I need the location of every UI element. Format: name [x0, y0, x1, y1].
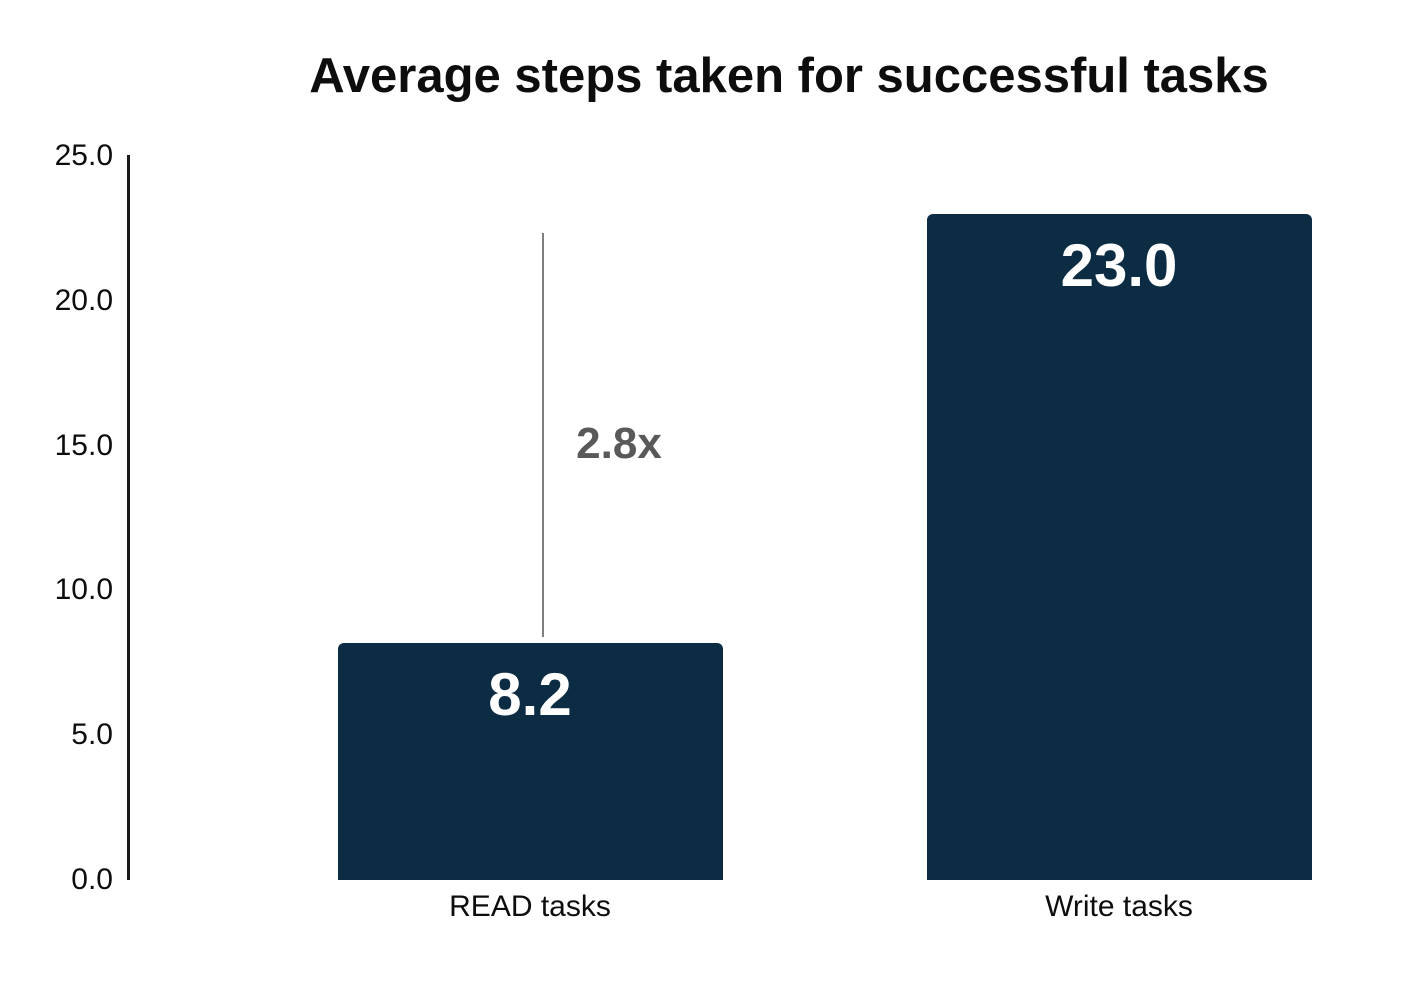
ratio-annotation-line	[542, 233, 544, 637]
y-tick-label: 10.0	[54, 573, 113, 607]
x-category-label: Write tasks	[1045, 890, 1193, 923]
y-tick-label: 15.0	[54, 428, 113, 462]
bar-read-tasks: 8.2	[337, 642, 723, 880]
ratio-annotation-label: 2.8x	[576, 419, 662, 468]
bar-value-label: 8.2	[488, 660, 572, 728]
bar-write-tasks: 23.0	[926, 213, 1312, 880]
x-category-label: READ tasks	[449, 890, 611, 923]
y-tick-label: 0.0	[71, 863, 113, 896]
y-tick-label: 20.0	[54, 283, 113, 317]
bar-value-label: 23.0	[1060, 231, 1178, 299]
chart-title: Average steps taken for successful tasks	[309, 49, 1269, 103]
y-axis-line	[127, 155, 130, 880]
y-tick-label: 5.0	[71, 718, 113, 752]
y-tick-label: 25.0	[54, 139, 113, 172]
